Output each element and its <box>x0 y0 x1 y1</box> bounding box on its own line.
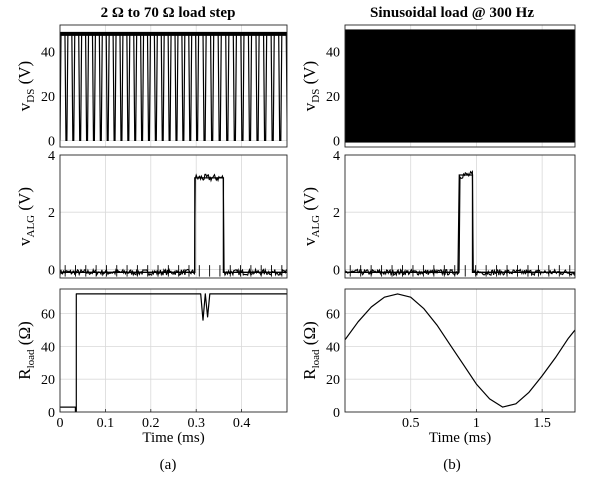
panel-6: 0 20 40 60 0.5 1 1.5 Rload (Ω) Time (ms) <box>300 288 576 446</box>
series-group <box>60 293 287 412</box>
y-tick-label: 0 <box>333 263 340 278</box>
x-tick-label: 1 <box>473 416 480 431</box>
y-tick-label: 40 <box>41 340 55 355</box>
series-group <box>345 29 575 143</box>
x-tick-label: 0.2 <box>142 416 160 431</box>
panel-1: 0 20 40 vDS (V) <box>15 24 288 149</box>
x-tick-label: 0.1 <box>97 416 115 431</box>
panel-5: 0 2 4 vALG (V) <box>300 149 576 279</box>
y-tick-label: 20 <box>326 90 340 105</box>
y-tick-label: 20 <box>41 90 55 105</box>
y-tick-label: 0 <box>333 134 340 149</box>
y-tick-label: 20 <box>326 373 340 388</box>
y-axis-label: vDS (V) <box>300 61 322 111</box>
panel-2: 0 2 4 vALG (V) <box>15 149 288 279</box>
series-group <box>345 169 575 277</box>
valg-noise <box>60 173 287 277</box>
y-tick-label: 2 <box>333 206 340 221</box>
vds-dense-band <box>345 29 575 143</box>
axes-frame <box>59 154 288 279</box>
axes-frame <box>59 24 288 148</box>
valg-noise <box>345 169 575 277</box>
valg-pulse <box>60 177 287 273</box>
title-right: Sinusoidal load @ 300 Hz <box>370 5 534 21</box>
title-left: 2 Ω to 70 Ω load step <box>101 5 236 21</box>
x-tick-label: 0 <box>57 416 64 431</box>
rload-line <box>60 293 287 412</box>
y-axis-label: vALG (V) <box>300 187 322 246</box>
series-group <box>345 293 575 408</box>
y-tick-label: 60 <box>326 308 340 323</box>
y-tick-label: 0 <box>48 134 55 149</box>
panel-4: 0 20 40 vDS (V) <box>300 24 576 149</box>
caption-b: (b) <box>443 457 461 473</box>
x-tick-label: 0.3 <box>187 416 205 431</box>
y-axis-label: vDS (V) <box>15 61 37 111</box>
y-tick-label: 2 <box>48 206 55 221</box>
x-tick-label: 1.5 <box>533 416 551 431</box>
caption-a: (a) <box>160 457 177 473</box>
y-tick-label: 0 <box>48 406 55 421</box>
x-axis-label: Time (ms) <box>142 430 204 446</box>
valg-pulse <box>345 174 575 273</box>
x-tick-label: 0.5 <box>402 416 420 431</box>
y-tick-label: 0 <box>48 263 55 278</box>
axes-frame <box>344 154 576 279</box>
axes-frame <box>344 24 576 148</box>
axes-frame <box>344 288 576 413</box>
y-tick-label: 20 <box>41 373 55 388</box>
y-tick-label: 4 <box>333 149 340 164</box>
y-tick-label: 60 <box>41 308 55 323</box>
series-group <box>60 31 287 141</box>
rload-line <box>345 293 575 408</box>
series-group <box>60 173 287 277</box>
axes-frame <box>59 288 288 413</box>
y-tick-label: 40 <box>326 46 340 61</box>
x-axis-label: Time (ms) <box>429 430 491 446</box>
vds-high-band <box>60 31 287 36</box>
y-axis-label: Rload (Ω) <box>15 321 37 380</box>
y-tick-label: 40 <box>326 340 340 355</box>
panel-3: 0 20 40 60 0 0.1 0.2 0.3 0.4 Rload (Ω) Time (ms) <box>15 288 288 446</box>
vds-waveform <box>60 33 287 141</box>
y-axis-label: vALG (V) <box>15 187 37 246</box>
y-tick-label: 0 <box>333 406 340 421</box>
y-tick-label: 40 <box>41 46 55 61</box>
x-tick-label: 0.4 <box>233 416 251 431</box>
y-tick-label: 4 <box>48 149 55 164</box>
y-axis-label: Rload (Ω) <box>300 321 322 380</box>
